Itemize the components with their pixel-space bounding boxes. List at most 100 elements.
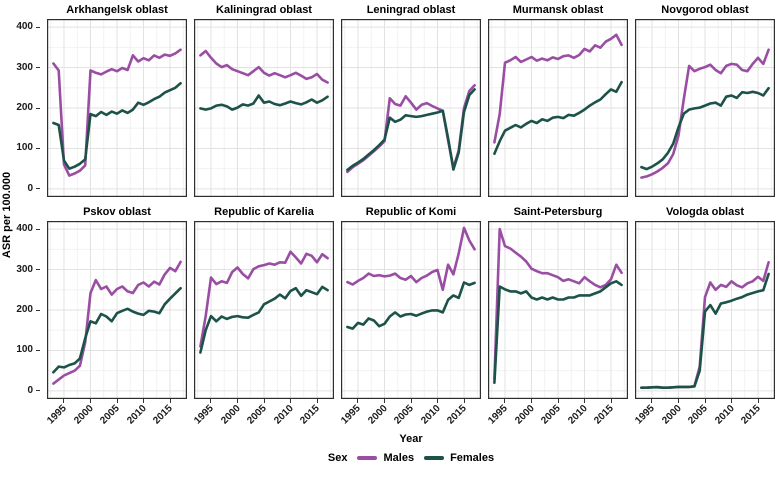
pskov-males-line — [52, 260, 182, 385]
y-tick-label: 100 — [16, 142, 33, 154]
komi-females-line — [346, 281, 476, 330]
y-tick-mark — [36, 228, 40, 230]
x-tick-mark — [757, 399, 759, 403]
facet-title: Kaliningrad oblast — [216, 4, 312, 16]
x-tick-mark — [63, 399, 65, 403]
legend-label-males: Males — [383, 452, 415, 464]
y-tick-mark — [36, 309, 40, 311]
y-tick-label: 100 — [16, 344, 33, 356]
y-tick-mark — [36, 147, 40, 149]
x-tick-mark — [263, 399, 265, 403]
legend-item-males: Males — [357, 452, 414, 464]
x-tick-mark — [169, 399, 171, 403]
facet-murmansk: Murmansk oblast — [488, 4, 628, 197]
facet-plot — [194, 221, 334, 399]
facet-title: Murmansk oblast — [512, 4, 604, 16]
x-tick-mark — [316, 399, 318, 403]
facet-leningrad: Leningrad oblast — [341, 4, 481, 197]
vologda-females-line — [640, 272, 770, 389]
facet-saint-petersburg: Saint-Petersburg — [488, 206, 628, 399]
y-tick-label: 300 — [16, 61, 33, 73]
x-tick-mark — [504, 399, 506, 403]
facet-plot — [341, 221, 481, 399]
facet-row-2: 400 300 200 100 0 Pskov oblast Republic of Ka… — [14, 206, 775, 399]
x-tick-mark — [357, 399, 359, 403]
y-tick-label: 200 — [16, 102, 33, 113]
facet-kaliningrad: Kaliningrad oblast — [194, 4, 334, 197]
x-tick-mark — [143, 399, 144, 403]
y-tick-label: 400 — [16, 223, 33, 235]
females-line-swatch — [424, 456, 445, 460]
komi-males-line — [346, 226, 476, 292]
legend-title: Sex — [327, 452, 348, 464]
y-tick-label: 200 — [16, 304, 33, 315]
legend-label-females: Females — [450, 452, 495, 464]
facet-title: Arkhangelsk oblast — [66, 4, 168, 16]
x-tick-mark — [437, 399, 438, 403]
x-tick-mark — [383, 399, 385, 403]
x-tick-mark — [557, 399, 559, 403]
x-axis-ticks: 1995 2000 2005 2010 2015 — [339, 399, 481, 433]
y-tick-label: 0 — [27, 182, 33, 194]
facet-plot — [341, 19, 481, 197]
facet-plot — [47, 221, 187, 399]
murmansk-females-line — [493, 80, 623, 155]
karelia-females-line — [199, 285, 329, 354]
facet-pskov: Pskov oblast — [47, 206, 187, 399]
facet-vologda: Vologda oblast — [635, 206, 775, 399]
x-tick-mark — [651, 399, 653, 403]
x-tick-mark — [584, 399, 585, 403]
y-tick-mark — [36, 188, 40, 190]
facet-plot — [47, 19, 187, 197]
novgorod-females-line — [640, 86, 770, 171]
x-axis: 1995 2000 2005 2010 2015 1995 2000 2005 2010 2015… — [14, 399, 775, 433]
y-tick-label: 300 — [16, 263, 33, 275]
y-tick-mark — [36, 26, 40, 28]
saint-petersburg-males-line — [493, 227, 623, 381]
facet-plot — [635, 19, 775, 197]
legend: Sex Males Females — [47, 450, 775, 466]
facet-plot — [488, 19, 628, 197]
y-tick-mark — [36, 269, 40, 271]
saint-petersburg-females-line — [493, 279, 623, 385]
y-axis-ticks: 400 300 200 100 0 — [14, 206, 40, 399]
kaliningrad-males-line — [199, 49, 329, 84]
facet-row-1: 400 300 200 100 0 Arkhangelsk oblast Kalining… — [14, 4, 775, 197]
facet-title: Pskov oblast — [83, 206, 151, 218]
x-axis-title: Year — [399, 433, 423, 445]
y-tick-mark — [36, 107, 40, 109]
x-axis-ticks: 1995 2000 2005 2010 2015 — [45, 399, 187, 433]
novgorod-males-line — [640, 48, 770, 179]
facet-title: Republic of Karelia — [214, 206, 314, 218]
x-tick-mark — [290, 399, 291, 403]
y-tick-mark — [36, 349, 40, 351]
x-axis-ticks: 1995 2000 2005 2010 2015 — [633, 399, 775, 433]
facet-title: Novgorod oblast — [661, 4, 749, 16]
x-tick-mark — [116, 399, 118, 403]
x-tick-mark — [463, 399, 465, 403]
facet-karelia: Republic of Karelia — [194, 206, 334, 399]
facet-title: Leningrad oblast — [366, 4, 456, 16]
y-axis-ticks: 400 300 200 100 0 — [14, 4, 40, 197]
x-tick-mark — [89, 399, 91, 403]
y-tick-label: 0 — [27, 384, 33, 396]
arkhangelsk-males-line — [52, 48, 182, 177]
x-tick-mark — [410, 399, 412, 403]
x-tick-mark — [731, 399, 732, 403]
facet-arkhangelsk: Arkhangelsk oblast — [47, 4, 187, 197]
kaliningrad-females-line — [199, 94, 329, 111]
murmansk-males-line — [493, 33, 623, 144]
karelia-males-line — [199, 250, 329, 348]
plot-area: 400 300 200 100 0 Arkhangelsk oblast Kalining… — [14, 4, 775, 466]
x-axis-ticks: 1995 2000 2005 2010 2015 — [192, 399, 334, 433]
x-axis-ticks: 1995 2000 2005 2010 2015 — [486, 399, 628, 433]
males-line-swatch — [357, 456, 378, 460]
x-tick-mark — [236, 399, 238, 403]
x-tick-mark — [704, 399, 706, 403]
x-tick-mark — [530, 399, 532, 403]
y-tick-label: 400 — [16, 21, 33, 33]
y-tick-mark — [36, 67, 40, 69]
facet-plot — [194, 19, 334, 197]
facet-plot — [635, 221, 775, 399]
